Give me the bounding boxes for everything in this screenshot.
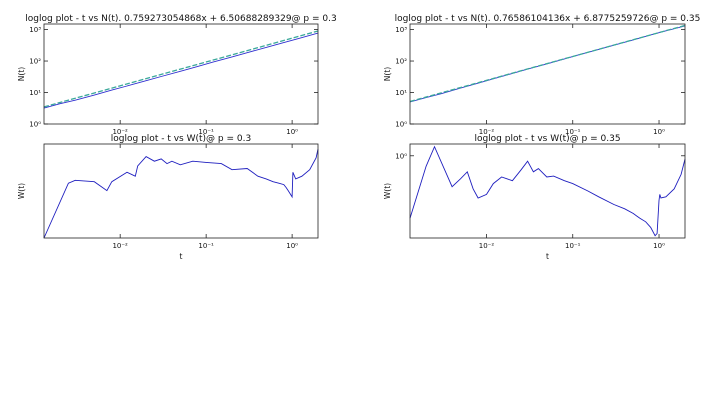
chart-title: loglog plot - t vs W(t)@ p = 0.35 [474, 134, 620, 144]
chart-title: loglog plot - t vs N(t). 0.76586104136x … [395, 14, 701, 24]
plot-frame [409, 23, 686, 125]
y-axis-label: W(t) [383, 183, 392, 199]
series-line-data [409, 145, 686, 237]
chart-title: loglog plot - t vs N(t). 0.759273054868x… [25, 14, 336, 24]
y-tick-label: 10³ [29, 26, 41, 34]
chart-title: loglog plot - t vs W(t)@ p = 0.3 [111, 134, 251, 144]
series-line-fit [409, 24, 686, 103]
plot-frame [43, 23, 319, 125]
x-axis-label: t [180, 252, 183, 261]
chart-panel-fit-p035: loglog plot - t vs N(t). 0.76586104136x … [383, 14, 700, 136]
y-tick-label: 10⁰ [395, 121, 407, 129]
x-axis-label: t [546, 252, 549, 261]
plot-frame [409, 143, 686, 239]
y-tick-label: 10² [29, 58, 41, 66]
y-tick-label: 10³ [395, 26, 407, 34]
y-tick-label: 10¹ [29, 89, 41, 97]
y-tick-label: 10² [395, 58, 407, 66]
x-tick-label: 10⁰ [286, 242, 298, 250]
y-axis-label: N(t) [383, 67, 392, 81]
series-line-data [43, 149, 319, 239]
x-tick-label: 10⁻¹ [565, 242, 581, 250]
x-tick-label: 10⁰ [653, 242, 665, 250]
chart-panel-fit-p03: loglog plot - t vs N(t). 0.759273054868x… [17, 14, 337, 136]
x-tick-label: 10⁻² [112, 128, 128, 136]
chart-panel-w-p03: loglog plot - t vs W(t)@ p = 0.3 W(t) t 10⁻… [17, 134, 319, 261]
x-tick-label: 10⁰ [286, 128, 298, 136]
series-line-data [43, 32, 319, 109]
chart-panel-w-p035: loglog plot - t vs W(t)@ p = 0.35 W(t) t 10… [383, 134, 686, 261]
x-tick-label: 10⁻¹ [565, 128, 581, 136]
x-tick-label: 10⁻² [479, 128, 495, 136]
series-line-fit [43, 30, 319, 108]
plot-frame [43, 143, 319, 239]
x-tick-label: 10⁻¹ [198, 128, 214, 136]
y-tick-label: 10⁰ [395, 152, 407, 160]
y-tick-label: 10⁰ [29, 121, 41, 129]
x-tick-label: 10⁻¹ [198, 242, 214, 250]
y-tick-label: 10¹ [395, 89, 407, 97]
x-tick-label: 10⁰ [653, 128, 665, 136]
y-axis-label: N(t) [17, 67, 26, 81]
y-axis-label: W(t) [17, 183, 26, 199]
x-tick-label: 10⁻² [112, 242, 128, 250]
x-tick-label: 10⁻² [479, 242, 495, 250]
